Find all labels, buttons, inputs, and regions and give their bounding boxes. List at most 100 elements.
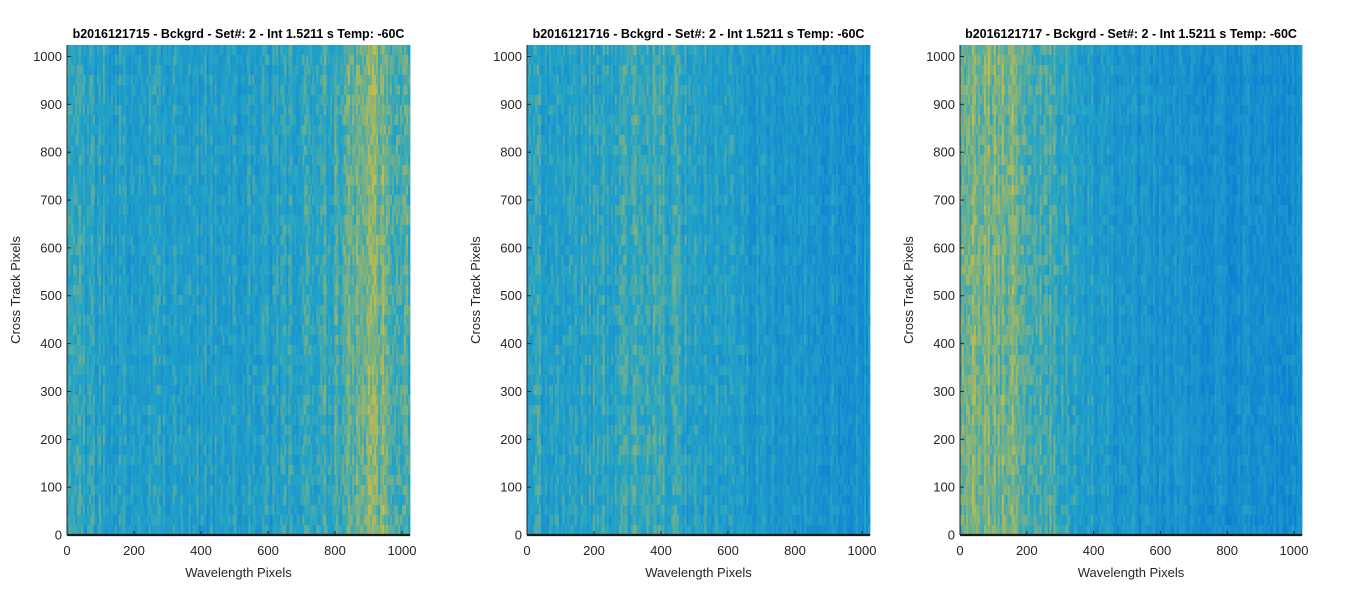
heatmap-cell: [136, 445, 140, 456]
heatmap-cell: [156, 425, 160, 436]
heatmap-cell: [154, 505, 158, 516]
heatmap-cell: [132, 95, 136, 106]
heatmap-cell: [180, 265, 184, 276]
heatmap-cell: [76, 45, 80, 56]
heatmap-cell: [92, 335, 96, 346]
heatmap-cell: [156, 275, 160, 286]
heatmap-cell: [154, 45, 158, 56]
heatmap-cell: [124, 155, 128, 166]
heatmap-cell: [192, 215, 196, 226]
heatmap-cell: [198, 65, 202, 76]
heatmap-cell: [110, 205, 114, 216]
heatmap-cell: [106, 125, 110, 136]
heatmap-cell: [150, 405, 154, 416]
heatmap-cell: [128, 235, 132, 246]
heatmap-cell: [182, 65, 186, 76]
heatmap-cell: [178, 235, 182, 246]
heatmap-cell: [80, 485, 84, 496]
heatmap-cell: [190, 135, 194, 146]
heatmap-cell: [164, 305, 168, 316]
heatmap-cell: [84, 55, 88, 66]
heatmap-cell: [74, 125, 78, 136]
heatmap-cell: [178, 295, 182, 306]
heatmap-cell: [182, 275, 186, 286]
heatmap-cell: [144, 55, 148, 66]
heatmap-cell: [68, 505, 72, 516]
heatmap-cell: [102, 75, 106, 86]
heatmap-cell: [154, 155, 158, 166]
heatmap-cell: [98, 225, 102, 236]
heatmap-cell: [88, 525, 92, 536]
heatmap-cell: [182, 355, 186, 366]
heatmap-cell: [76, 135, 80, 146]
heatmap-cell: [168, 285, 172, 296]
heatmap-cell: [174, 135, 178, 146]
heatmap-cell: [198, 485, 202, 496]
heatmap-cell: [96, 325, 100, 336]
heatmap-cell: [134, 395, 138, 406]
heatmap-cell: [182, 505, 186, 516]
heatmap-cell: [196, 125, 200, 136]
heatmap-cell: [146, 265, 150, 276]
heatmap-cell: [166, 125, 170, 136]
heatmap-cell: [162, 375, 166, 386]
heatmap-cell: [190, 365, 194, 376]
heatmap-cell: [146, 505, 150, 516]
heatmap-cell: [90, 525, 94, 536]
heatmap-cell: [76, 345, 80, 356]
heatmap-cell: [196, 425, 200, 436]
heatmap-cell: [174, 245, 178, 256]
heatmap-cell: [156, 505, 160, 516]
heatmap-cell: [72, 515, 76, 526]
heatmap-cell: [84, 145, 88, 156]
heatmap-cell: [152, 245, 156, 256]
heatmap-cell: [146, 235, 150, 246]
heatmap-cell: [94, 435, 98, 446]
heatmap-cell: [84, 265, 88, 276]
heatmap-cell: [108, 475, 112, 486]
heatmap-cell: [72, 225, 76, 236]
heatmap-cell: [184, 345, 188, 356]
heatmap-cell: [82, 205, 86, 216]
heatmap-cell: [182, 195, 186, 206]
heatmap-cell: [190, 415, 194, 426]
heatmap-cell: [102, 365, 106, 376]
heatmap-cell: [188, 435, 192, 446]
heatmap-cell: [112, 315, 116, 326]
heatmap-cell: [67, 365, 70, 376]
heatmap-cell: [178, 475, 182, 486]
heatmap-cell: [158, 485, 162, 496]
heatmap-cell: [114, 215, 118, 226]
heatmap-cell: [100, 255, 104, 266]
heatmap-cell: [154, 455, 158, 466]
heatmap-cell: [170, 215, 174, 226]
heatmap-cell: [180, 475, 184, 486]
heatmap-cell: [82, 265, 86, 276]
heatmap-cell: [100, 125, 104, 136]
heatmap-cell: [144, 365, 148, 376]
heatmap-cell: [86, 335, 90, 346]
heatmap-cell: [82, 355, 86, 366]
heatmap-cell: [150, 55, 154, 66]
heatmap-cell: [154, 415, 158, 426]
heatmap-cell: [146, 245, 150, 256]
heatmap-cell: [130, 405, 134, 416]
heatmap-cell: [142, 55, 146, 66]
heatmap-cell: [128, 125, 132, 136]
heatmap-cell: [146, 325, 150, 336]
heatmap-cell: [178, 285, 182, 296]
heatmap-cell: [164, 135, 168, 146]
heatmap-cell: [110, 145, 114, 156]
heatmap-cell: [100, 445, 104, 456]
heatmap-cell: [188, 195, 192, 206]
heatmap-cell: [132, 135, 136, 146]
heatmap-cell: [134, 375, 138, 386]
heatmap-cell: [122, 215, 126, 226]
heatmap-cell: [138, 515, 142, 526]
heatmap-cell: [164, 505, 168, 516]
heatmap-cell: [120, 265, 124, 276]
heatmap-cell: [92, 145, 96, 156]
heatmap-cell: [152, 515, 156, 526]
heatmap-cell: [120, 395, 124, 406]
heatmap-cell: [118, 105, 122, 116]
